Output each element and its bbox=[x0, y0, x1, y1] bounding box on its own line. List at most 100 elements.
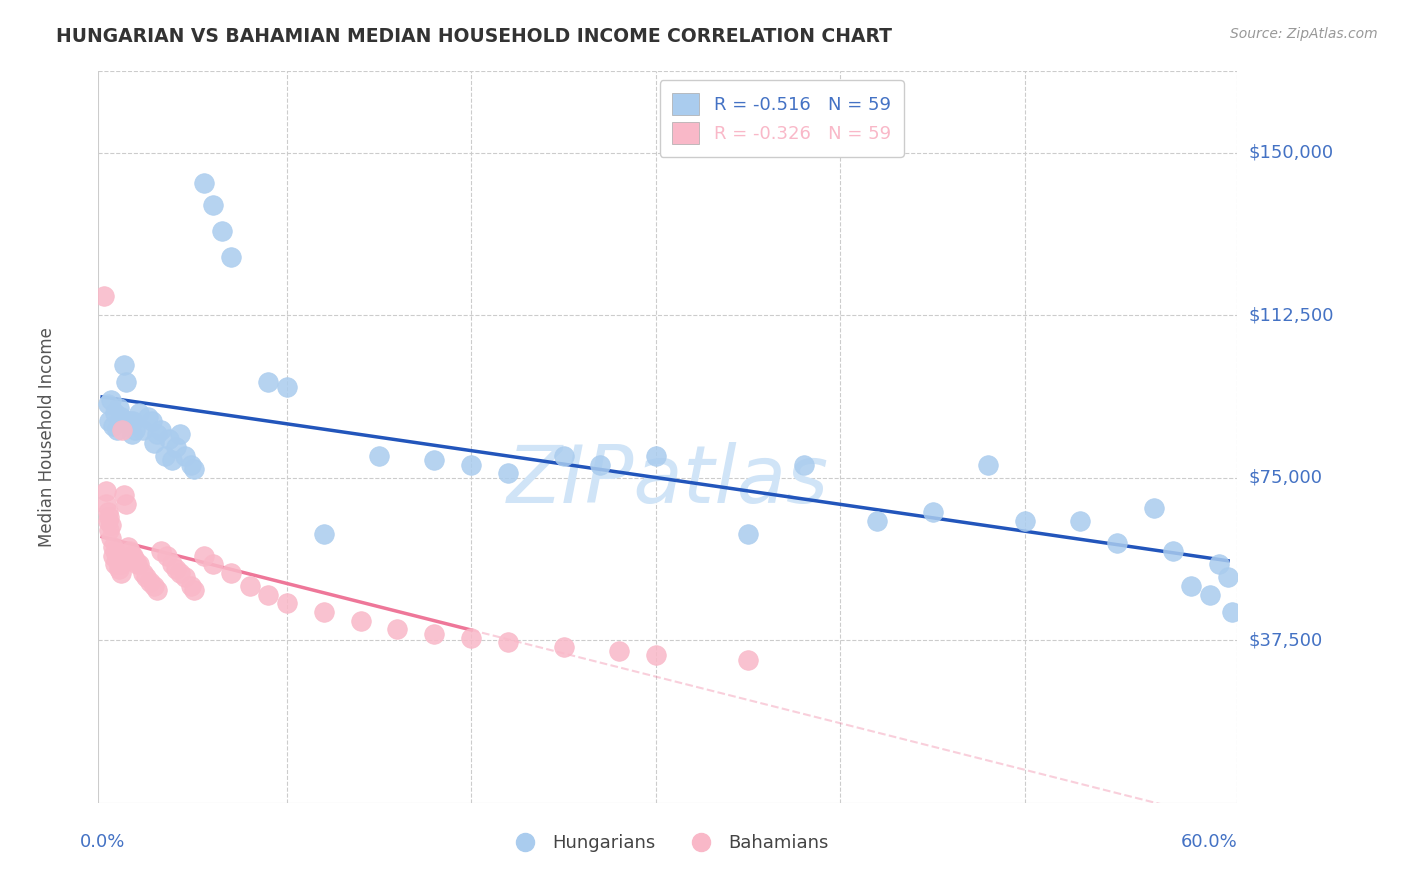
Point bbox=[98, 509, 121, 524]
Point bbox=[169, 566, 191, 580]
Point bbox=[150, 544, 173, 558]
Point bbox=[276, 380, 298, 394]
Point bbox=[1220, 605, 1243, 619]
Point bbox=[122, 414, 145, 428]
Point bbox=[257, 588, 280, 602]
Point bbox=[94, 483, 117, 498]
Point bbox=[644, 449, 666, 463]
Point bbox=[183, 583, 205, 598]
Point bbox=[1198, 588, 1220, 602]
Point bbox=[423, 626, 446, 640]
Text: 0.0%: 0.0% bbox=[79, 833, 125, 851]
Point bbox=[183, 462, 205, 476]
Point bbox=[128, 406, 150, 420]
Point bbox=[104, 406, 127, 420]
Point bbox=[124, 553, 146, 567]
Point bbox=[589, 458, 612, 472]
Point bbox=[98, 523, 121, 537]
Point bbox=[115, 497, 138, 511]
Point bbox=[100, 392, 122, 407]
Point bbox=[139, 574, 162, 589]
Text: $112,500: $112,500 bbox=[1249, 306, 1334, 324]
Point bbox=[257, 376, 280, 390]
Point bbox=[112, 358, 135, 372]
Point bbox=[146, 427, 169, 442]
Point bbox=[117, 540, 139, 554]
Point bbox=[193, 549, 215, 563]
Point bbox=[349, 614, 371, 628]
Point bbox=[107, 562, 129, 576]
Point bbox=[193, 176, 215, 190]
Point bbox=[387, 623, 409, 637]
Point bbox=[607, 644, 630, 658]
Legend: Hungarians, Bahamians: Hungarians, Bahamians bbox=[501, 827, 835, 860]
Point bbox=[737, 527, 759, 541]
Point bbox=[98, 414, 121, 428]
Point bbox=[180, 458, 202, 472]
Point bbox=[104, 544, 127, 558]
Text: $150,000: $150,000 bbox=[1249, 144, 1333, 161]
Point bbox=[1161, 544, 1184, 558]
Point bbox=[97, 397, 120, 411]
Point bbox=[460, 631, 482, 645]
Point bbox=[142, 579, 165, 593]
Point bbox=[103, 540, 125, 554]
Point bbox=[165, 562, 187, 576]
Point bbox=[132, 423, 155, 437]
Point bbox=[121, 427, 143, 442]
Point bbox=[150, 423, 173, 437]
Point bbox=[174, 449, 197, 463]
Point bbox=[146, 583, 169, 598]
Point bbox=[553, 449, 575, 463]
Point bbox=[105, 549, 128, 563]
Point bbox=[162, 453, 184, 467]
Point bbox=[93, 288, 115, 302]
Point bbox=[132, 566, 155, 580]
Point bbox=[169, 427, 191, 442]
Point bbox=[141, 414, 163, 428]
Point bbox=[174, 570, 197, 584]
Point bbox=[110, 410, 132, 425]
Point bbox=[112, 488, 135, 502]
Text: HUNGARIAN VS BAHAMIAN MEDIAN HOUSEHOLD INCOME CORRELATION CHART: HUNGARIAN VS BAHAMIAN MEDIAN HOUSEHOLD I… bbox=[56, 27, 893, 45]
Point bbox=[104, 558, 127, 572]
Point bbox=[423, 453, 446, 467]
Point bbox=[496, 635, 519, 649]
Point bbox=[1180, 579, 1202, 593]
Point bbox=[239, 579, 262, 593]
Point bbox=[312, 605, 335, 619]
Point bbox=[105, 553, 128, 567]
Point bbox=[107, 558, 129, 572]
Point bbox=[553, 640, 575, 654]
Point bbox=[136, 410, 159, 425]
Point bbox=[103, 418, 125, 433]
Text: ZIPatlas: ZIPatlas bbox=[506, 442, 830, 520]
Point bbox=[110, 566, 132, 580]
Text: 60.0%: 60.0% bbox=[1181, 833, 1237, 851]
Text: $75,000: $75,000 bbox=[1249, 468, 1323, 487]
Point bbox=[127, 558, 149, 572]
Point bbox=[792, 458, 814, 472]
Point bbox=[128, 558, 150, 572]
Point bbox=[97, 505, 120, 519]
Point bbox=[156, 549, 179, 563]
Point bbox=[162, 558, 184, 572]
Point bbox=[312, 527, 335, 541]
Point bbox=[1014, 514, 1036, 528]
Point bbox=[121, 549, 143, 563]
Point bbox=[460, 458, 482, 472]
Point bbox=[221, 566, 243, 580]
Point bbox=[100, 532, 122, 546]
Point bbox=[118, 414, 141, 428]
Point bbox=[153, 449, 176, 463]
Point bbox=[737, 653, 759, 667]
Point bbox=[110, 558, 132, 572]
Point bbox=[107, 401, 129, 416]
Point bbox=[135, 570, 157, 584]
Point bbox=[977, 458, 1000, 472]
Point bbox=[180, 579, 202, 593]
Point bbox=[1216, 570, 1239, 584]
Point bbox=[1143, 501, 1166, 516]
Point bbox=[165, 441, 187, 455]
Point bbox=[368, 449, 391, 463]
